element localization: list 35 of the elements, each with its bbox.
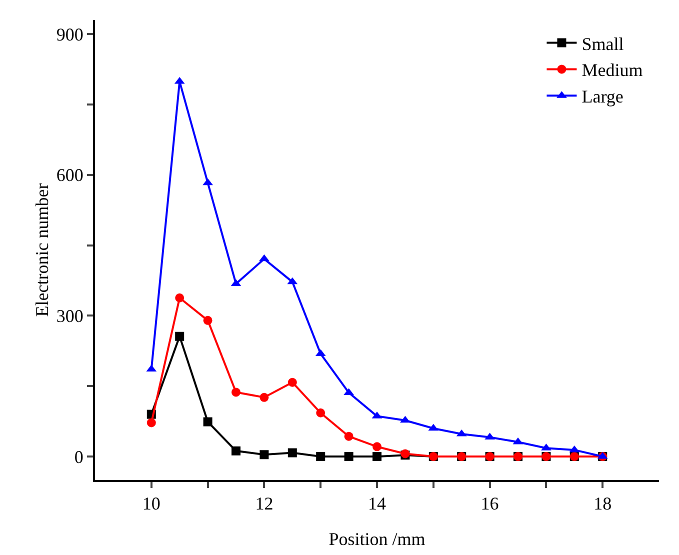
x-tick-label: 18	[594, 494, 612, 514]
y-tick-label: 300	[56, 306, 84, 326]
x-tick-label: 14	[368, 494, 386, 514]
point	[232, 388, 240, 397]
point	[203, 417, 212, 426]
y-tick-label: 900	[56, 24, 84, 44]
point	[316, 452, 326, 462]
point	[288, 378, 297, 387]
x-tick-label: 10	[142, 494, 160, 514]
point	[288, 448, 297, 458]
point	[146, 418, 156, 428]
point	[175, 293, 184, 302]
x-tick-label: 16	[480, 494, 499, 514]
legend-label: Small	[582, 34, 624, 54]
point	[316, 408, 326, 418]
point	[400, 416, 410, 423]
point	[232, 446, 240, 456]
point	[175, 332, 184, 341]
y-tick-label: 600	[56, 165, 84, 186]
point	[260, 392, 269, 402]
point	[344, 432, 354, 441]
point	[259, 254, 270, 262]
legend-label: Large	[582, 86, 624, 107]
point	[260, 450, 269, 460]
point	[202, 178, 213, 186]
point	[372, 442, 382, 452]
y-axis-title: Electronic number	[32, 183, 52, 317]
point	[203, 316, 212, 325]
x-tick-label: 12	[255, 494, 274, 514]
legend-label: Medium	[582, 60, 643, 80]
point	[484, 432, 495, 440]
point	[372, 452, 382, 462]
x-axis-title: Position /mm	[328, 529, 426, 549]
y-tick-label: 0	[74, 446, 84, 467]
point	[344, 452, 354, 462]
